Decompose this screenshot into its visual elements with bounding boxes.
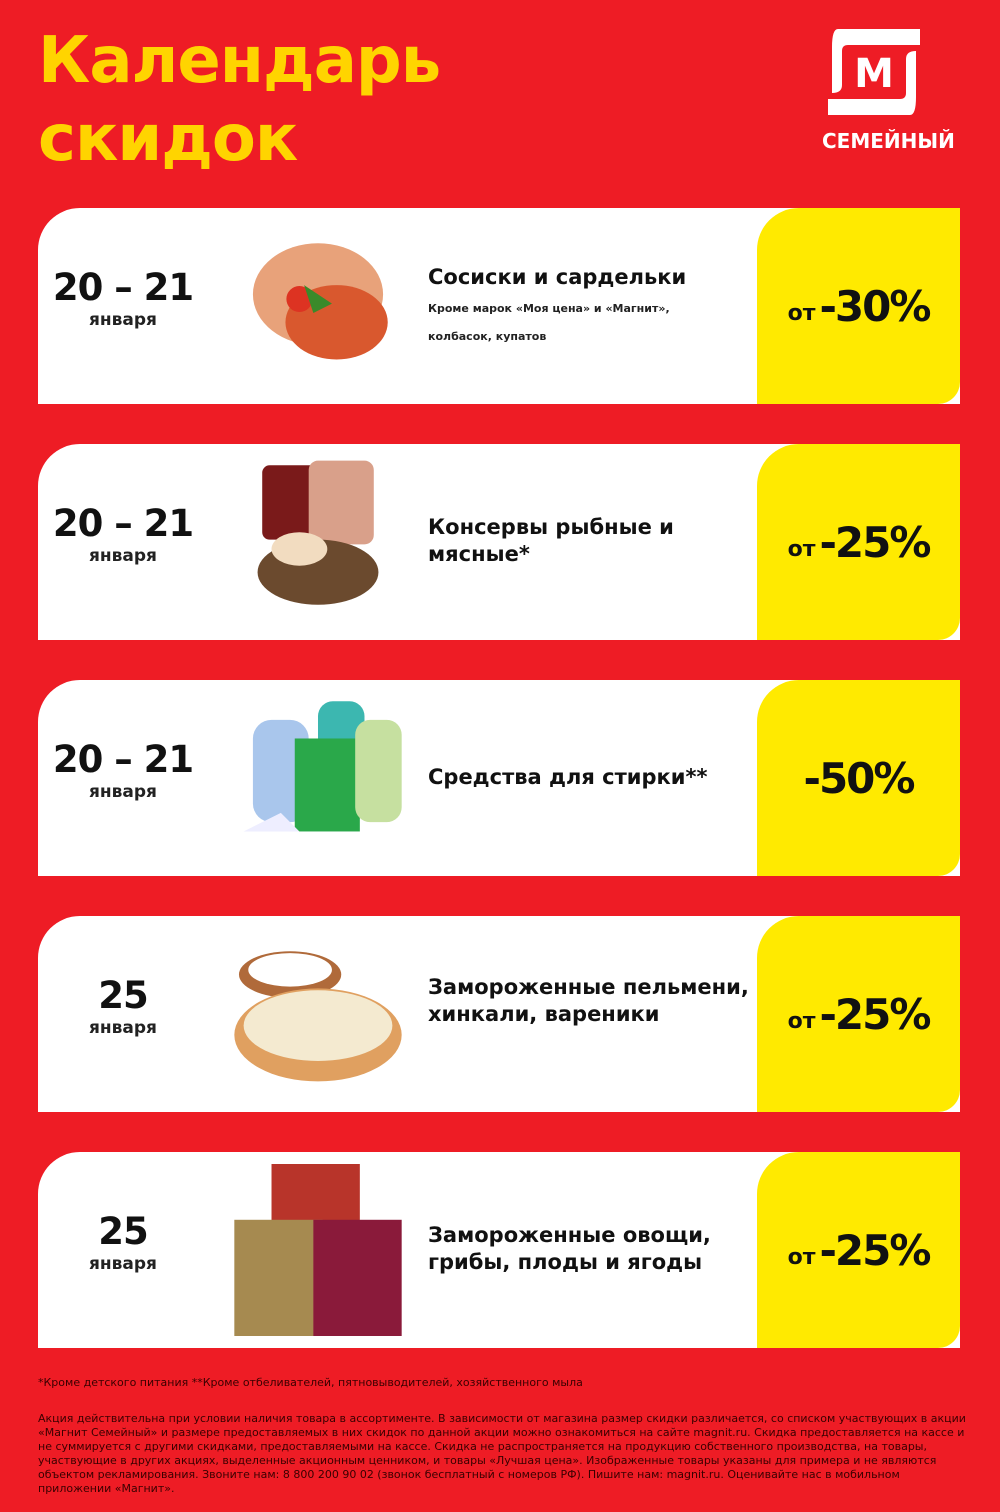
promo-card: 20 – 21 января Консервы рыбные и мясные*… [38, 444, 960, 640]
promo-title: Замороженные пельмени, хинкали, вареники [428, 975, 749, 1026]
promo-date: 25 января [89, 1210, 157, 1275]
promo-card: 20 – 21 января Средства для стирки** -50… [38, 680, 960, 876]
promo-title: Замороженные овощи, грибы, плоды и ягоды [428, 1223, 711, 1274]
discount-badge: от -30% [757, 208, 960, 404]
promo-date: 20 – 21 января [52, 266, 194, 331]
promo-card: 25 января Замороженные пельмени, хинкали… [38, 916, 960, 1112]
magnit-logo: М СЕМЕЙНЫЙ [822, 25, 964, 153]
promo-date: 20 – 21 января [52, 738, 194, 803]
promo-text: Сосиски и сардельки Кроме марок «Моя цен… [428, 264, 758, 351]
promo-card: 25 января Замороженные овощи, грибы, пло… [38, 1152, 960, 1348]
footnote: *Кроме детского питания **Кроме отбелива… [38, 1376, 583, 1389]
frozen-vegetables-image [234, 1164, 402, 1336]
discount-badge: от -25% [757, 444, 960, 640]
promo-title: Консервы рыбные и мясные* [428, 515, 674, 566]
promo-subtitle: Кроме марок «Моя цена» и «Магнит», колбас… [428, 302, 670, 343]
promo-text: Замороженные овощи, грибы, плоды и ягоды [428, 1222, 758, 1276]
promo-text: Средства для стирки** [428, 764, 758, 791]
legal-text: Акция действительна при условии наличия … [38, 1412, 966, 1495]
sausages-image [252, 243, 388, 360]
discount-badge: -50% [757, 680, 960, 876]
page-title: Календарь скидок [38, 24, 441, 176]
promo-card: 20 – 21 января Сосиски и сардельки Кроме… [38, 208, 960, 404]
dumplings-image [234, 951, 402, 1082]
magnit-logo-icon: М [828, 29, 920, 115]
promo-date: 25 января [89, 974, 157, 1039]
discount-badge: от -25% [757, 916, 960, 1112]
promo-title: Средства для стирки** [428, 765, 708, 789]
promo-date: 20 – 21 января [52, 502, 194, 567]
svg-text:М: М [854, 51, 894, 97]
promo-text: Замороженные пельмени, хинкали, вареники [428, 974, 758, 1028]
promo-title: Сосиски и сардельки [428, 265, 687, 289]
detergent-image [243, 701, 402, 832]
discount-badge: от -25% [757, 1152, 960, 1348]
canned-food-image [257, 460, 379, 605]
promo-text: Консервы рыбные и мясные* [428, 514, 758, 568]
